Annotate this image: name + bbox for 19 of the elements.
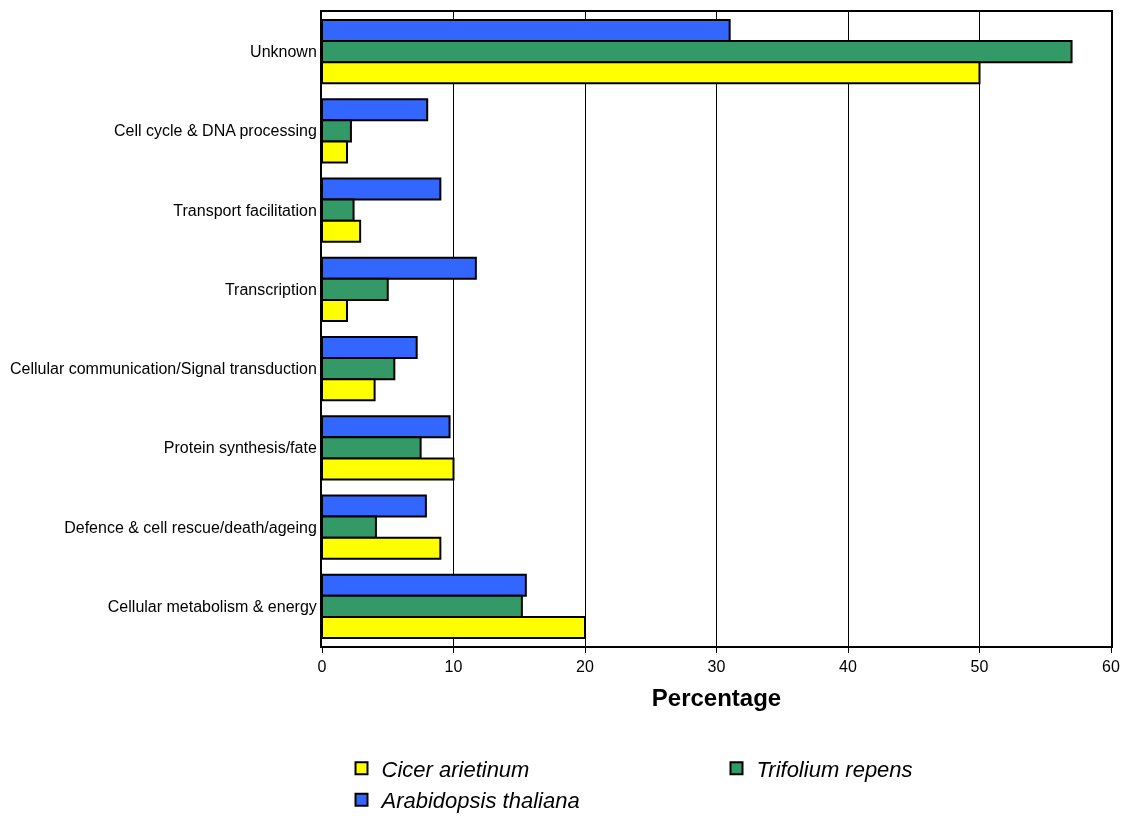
x-axis-title: Percentage [651, 684, 782, 711]
y-tick-label: Cellular communication/Signal transduction [9, 360, 317, 378]
y-tick-label: Unknown [250, 43, 317, 61]
y-tick-label: Transcription [224, 280, 317, 298]
y-tick-label: Defence & cell rescue/death/ageing [64, 518, 317, 536]
x-tick-label: 50 [970, 658, 989, 676]
x-tick-label: 60 [1102, 658, 1120, 676]
x-tick-label: 0 [317, 658, 327, 676]
y-tick-label: Transport facilitation [173, 201, 317, 219]
x-tick-label: 10 [444, 658, 463, 676]
x-tick-label: 20 [576, 658, 594, 676]
y-tick-label: Protein synthesis/fate [163, 439, 317, 457]
legend-label: Cicer arietinum [381, 756, 530, 782]
legend-label: Arabidopsis thaliana [379, 788, 580, 814]
x-tick-label: 40 [839, 658, 857, 676]
legend-label: Trifolium repens [756, 756, 913, 782]
y-tick-label: Cell cycle & DNA processing [114, 122, 317, 140]
y-tick-label: Cellular metabolism & energy [107, 597, 317, 615]
x-tick-label: 30 [707, 658, 726, 676]
